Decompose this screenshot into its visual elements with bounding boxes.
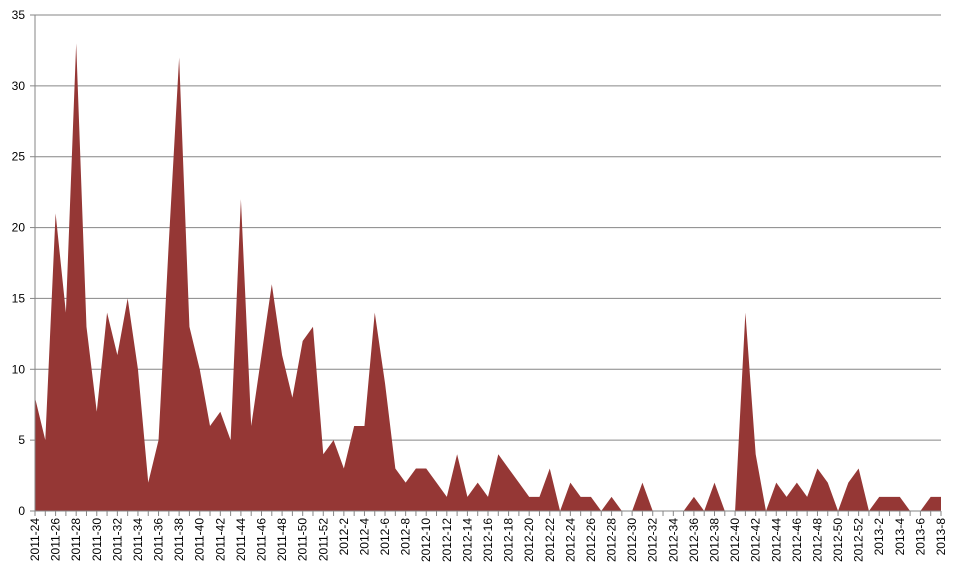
x-tick-label: 2012-26 xyxy=(584,518,598,562)
x-tick-label: 2013-8 xyxy=(934,518,948,556)
x-tick-label: 2012-52 xyxy=(852,518,866,562)
x-tick-label: 2013-4 xyxy=(893,518,907,556)
x-tick-label: 2012-36 xyxy=(687,518,701,562)
x-tick-label: 2011-26 xyxy=(49,518,63,561)
x-tick-label: 2011-32 xyxy=(110,518,124,561)
x-tick-label: 2012-42 xyxy=(749,518,763,562)
x-tick-label: 2011-34 xyxy=(131,518,145,561)
y-tick-label: 0 xyxy=(18,504,25,518)
x-tick-label: 2012-40 xyxy=(728,518,742,562)
x-tick-label: 2012-22 xyxy=(543,518,557,562)
x-tick-label: 2013-2 xyxy=(872,518,886,556)
x-tick-label: 2011-52 xyxy=(316,518,330,561)
x-tick-label: 2012-6 xyxy=(378,518,392,556)
y-tick-label: 30 xyxy=(12,79,26,93)
x-tick-label: 2012-10 xyxy=(419,518,433,562)
x-tick-label: 2012-38 xyxy=(708,518,722,562)
y-tick-label: 10 xyxy=(12,362,26,376)
x-tick-label: 2012-4 xyxy=(357,518,371,556)
x-tick-label: 2012-32 xyxy=(646,518,660,562)
x-tick-label: 2011-48 xyxy=(275,518,289,561)
x-tick-label: 2012-46 xyxy=(790,518,804,562)
area-series-path xyxy=(35,43,941,512)
x-tick-label: 2011-30 xyxy=(90,518,104,561)
area-series xyxy=(34,43,942,512)
x-tick-label: 2012-12 xyxy=(440,518,454,562)
x-tick-label: 2013-6 xyxy=(913,518,927,556)
y-tick-label: 20 xyxy=(12,221,26,235)
x-tick-label: 2012-8 xyxy=(399,518,413,556)
x-tick-label: 2012-44 xyxy=(769,518,783,562)
axes xyxy=(30,14,942,516)
x-tick-label: 2011-44 xyxy=(234,518,248,561)
x-tick-label: 2012-30 xyxy=(625,518,639,562)
x-tick-label: 2012-14 xyxy=(460,518,474,562)
x-tick-label: 2012-34 xyxy=(666,518,680,562)
x-tick-label: 2012-48 xyxy=(810,518,824,562)
x-tick-label: 2011-50 xyxy=(296,518,310,561)
y-tick-label: 5 xyxy=(18,433,25,447)
x-tick-label: 2012-28 xyxy=(605,518,619,562)
x-tick-label: 2012-2 xyxy=(337,518,351,556)
y-tick-label: 25 xyxy=(12,150,26,164)
x-tick-label: 2011-42 xyxy=(213,518,227,561)
y-tick-label: 15 xyxy=(12,291,26,305)
x-tick-label: 2011-36 xyxy=(152,518,166,561)
x-tick-label: 2011-46 xyxy=(255,518,269,561)
x-tick-label: 2011-38 xyxy=(172,518,186,561)
y-tick-label: 35 xyxy=(12,8,26,22)
x-tick-label: 2011-28 xyxy=(69,518,83,561)
y-tick-labels: 0 5 10 15 20 25 30 35 xyxy=(12,8,26,518)
x-tick-label: 2011-40 xyxy=(193,518,207,561)
x-tick-label: 2011-24 xyxy=(28,518,42,561)
x-tick-label: 2012-50 xyxy=(831,518,845,562)
x-tick-label: 2012-20 xyxy=(522,518,536,562)
x-tick-label: 2012-16 xyxy=(481,518,495,562)
x-tick-label: 2012-18 xyxy=(502,518,516,562)
x-tick-labels: 2011-24 2011-26 2011-28 2011-30 2011-32 2011-… xyxy=(28,518,948,562)
x-tick-label: 2012-24 xyxy=(563,518,577,562)
